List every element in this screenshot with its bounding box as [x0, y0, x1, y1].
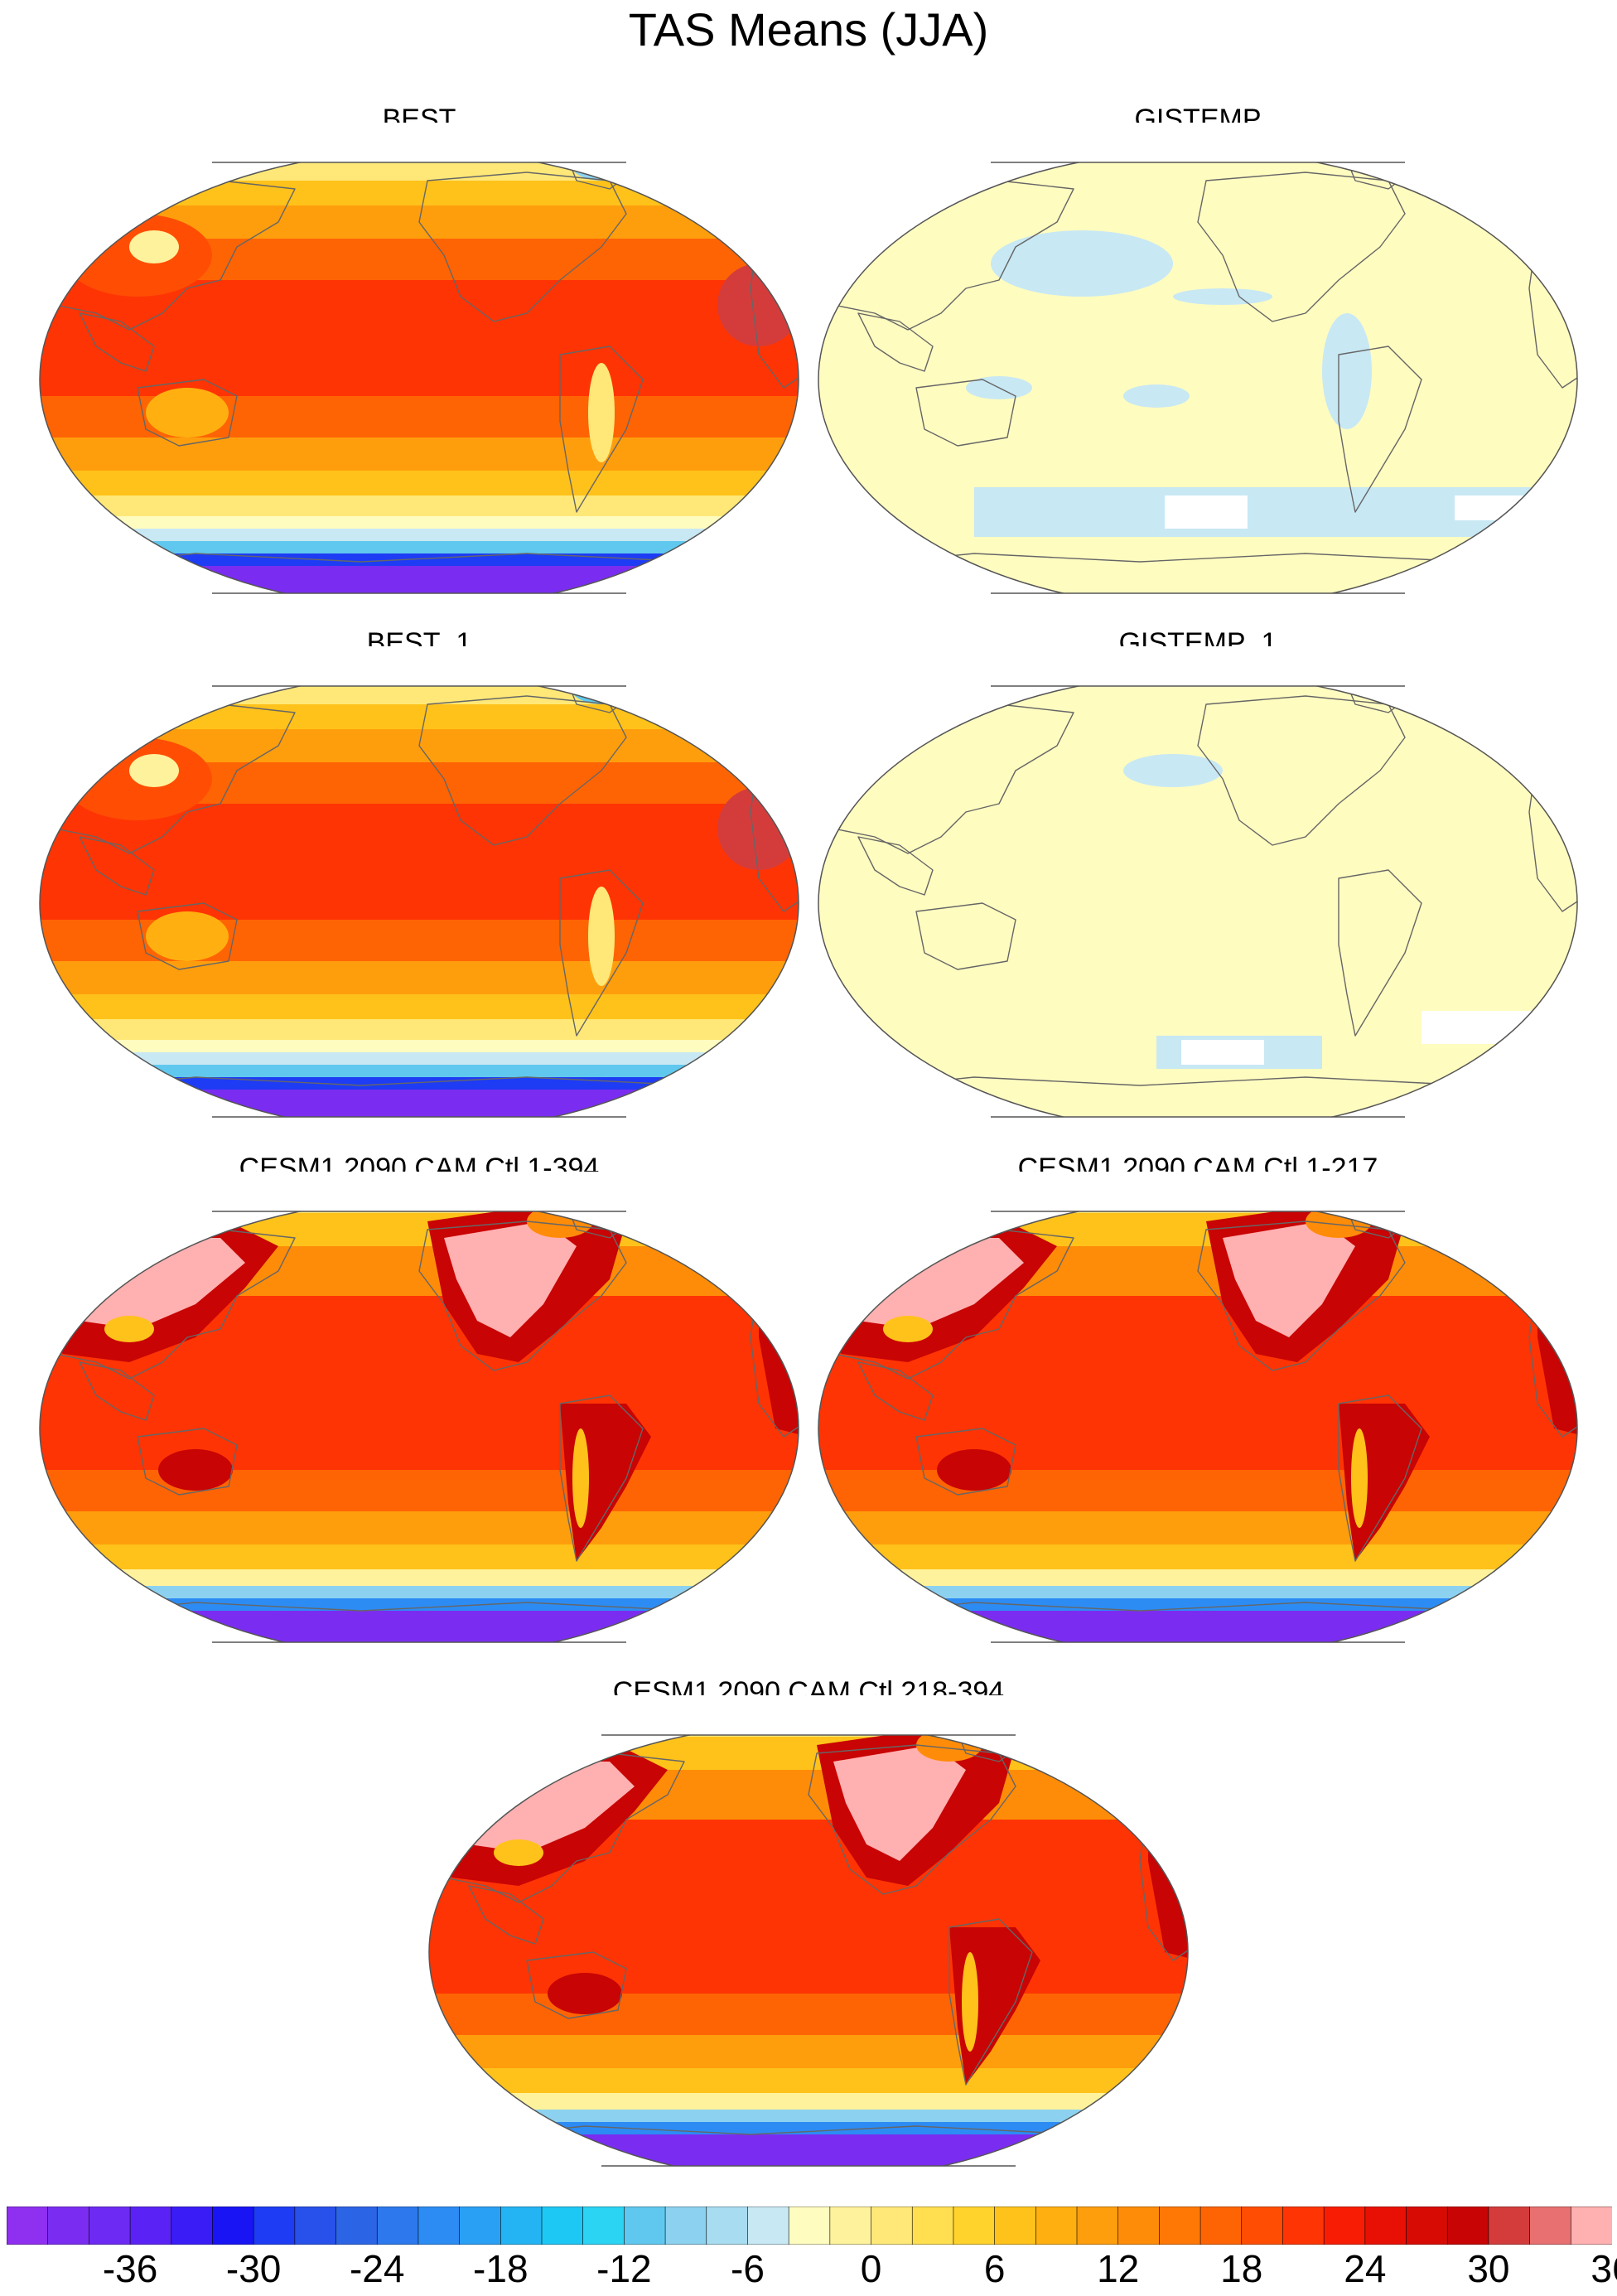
map-panel-cesm1-218-394: CESM1 2090 CAM Ctl 218-394 218-393 C [419, 1675, 1198, 2197]
colorbar-swatch [1571, 2207, 1612, 2245]
colorbar-swatch [459, 2207, 502, 2245]
colorbar-tick-label: 18 [1220, 2247, 1263, 2290]
map-frame [428, 1723, 1189, 2182]
colorbar-tick-label: -30 [225, 2247, 282, 2290]
map-panel-cesm1-1-217: CESM1 2090 CAM Ctl 1-217 1-217 C [808, 1152, 1587, 1674]
colorbar-swatch [1364, 2207, 1407, 2245]
robinson-map [808, 1172, 1587, 1660]
colorbar-swatch [871, 2207, 914, 2245]
colorbar-swatch [212, 2207, 254, 2245]
colorbar-swatch [129, 2207, 172, 2245]
colorbar-tick-label: -36 [102, 2247, 158, 2290]
colorbar-swatch [1241, 2207, 1284, 2245]
map-frame [818, 674, 1578, 1133]
colorbar-tick-label: -18 [473, 2247, 529, 2290]
colorbar-swatch [1199, 2207, 1243, 2245]
colorbar-swatch [1488, 2207, 1531, 2245]
figure-title: TAS Means (JJA) [628, 3, 989, 56]
colorbar-swatch [911, 2207, 954, 2245]
map-frame [818, 1199, 1578, 1658]
map-panel-gistemp: GISTEMP 1920-2018 C [808, 103, 1587, 625]
colorbar-swatch [747, 2207, 789, 2245]
colorbar-tick-label: 24 [1344, 2247, 1387, 2290]
robinson-map [419, 1695, 1198, 2184]
colorbar-swatch [7, 2207, 49, 2245]
colorbar-swatch [89, 2207, 131, 2245]
robinson-map [808, 123, 1587, 611]
map-frame [39, 1199, 799, 1658]
colorbar-swatch [376, 2207, 419, 2245]
colorbar-swatch [788, 2207, 831, 2245]
colorbar-swatch [1446, 2207, 1489, 2245]
robinson-map [30, 646, 808, 1135]
colorbar-tick-label: 36 [1590, 2247, 1617, 2290]
colorbar-swatch [418, 2207, 461, 2245]
colorbar-swatch [582, 2207, 625, 2245]
colorbar-swatch [1406, 2207, 1449, 2245]
colorbar-swatch [664, 2207, 707, 2245]
colorbar-swatch [624, 2207, 666, 2245]
colorbar-tick-label: 12 [1097, 2247, 1140, 2290]
temperature-field [818, 674, 1577, 1132]
colorbar-tick-label: -6 [731, 2247, 765, 2290]
map-panel-gistemp-1: GISTEMP_1 1980-2017 C [808, 626, 1587, 1148]
map-frame [818, 150, 1578, 609]
colorbar-tick-label: 0 [860, 2247, 882, 2290]
map-panel-cesm1-1-394: CESM1 2090 CAM Ctl 1-394 1-393 C [30, 1152, 808, 1674]
colorbar-swatch [994, 2207, 1037, 2245]
colorbar-swatch [541, 2207, 584, 2245]
colorbar-swatch [253, 2207, 296, 2245]
colorbar-swatch [500, 2207, 543, 2245]
map-frame [39, 674, 799, 1133]
colorbar-tick-label: 30 [1467, 2247, 1510, 2290]
map-panel-best: BEST 1920-2018 C [30, 103, 808, 625]
colorbar-swatch [1035, 2207, 1078, 2245]
colorbar-swatch [1076, 2207, 1119, 2245]
colorbar [7, 2207, 1612, 2245]
colorbar-swatch [1529, 2207, 1572, 2245]
colorbar-tick-labels: -36 -30 -24 -18 -12 -6 0 6 12 18 24 30 36 [0, 2245, 1617, 2292]
colorbar-swatch [1323, 2207, 1366, 2245]
robinson-map [30, 1172, 808, 1660]
temperature-field [40, 674, 799, 1132]
colorbar-tick-label: 6 [983, 2247, 1006, 2290]
colorbar-swatch [335, 2207, 379, 2245]
colorbar-swatch [1159, 2207, 1201, 2245]
map-frame [39, 150, 799, 609]
robinson-map [30, 123, 808, 611]
colorbar-swatch [829, 2207, 872, 2245]
colorbar-swatch [294, 2207, 337, 2245]
colorbar-tick-label: -12 [596, 2247, 652, 2290]
colorbar-swatch [1117, 2207, 1161, 2245]
colorbar-swatch [1282, 2207, 1325, 2245]
colorbar-swatch [953, 2207, 996, 2245]
temperature-field [818, 1200, 1577, 1657]
colorbar-tick-label: -24 [349, 2247, 405, 2290]
colorbar-swatch [47, 2207, 90, 2245]
colorbar-swatch [171, 2207, 214, 2245]
robinson-map [808, 646, 1587, 1135]
temperature-field [818, 151, 1577, 608]
map-panel-best-1: BEST_1 1979-2018 C [30, 626, 808, 1148]
colorbar-swatch [706, 2207, 749, 2245]
